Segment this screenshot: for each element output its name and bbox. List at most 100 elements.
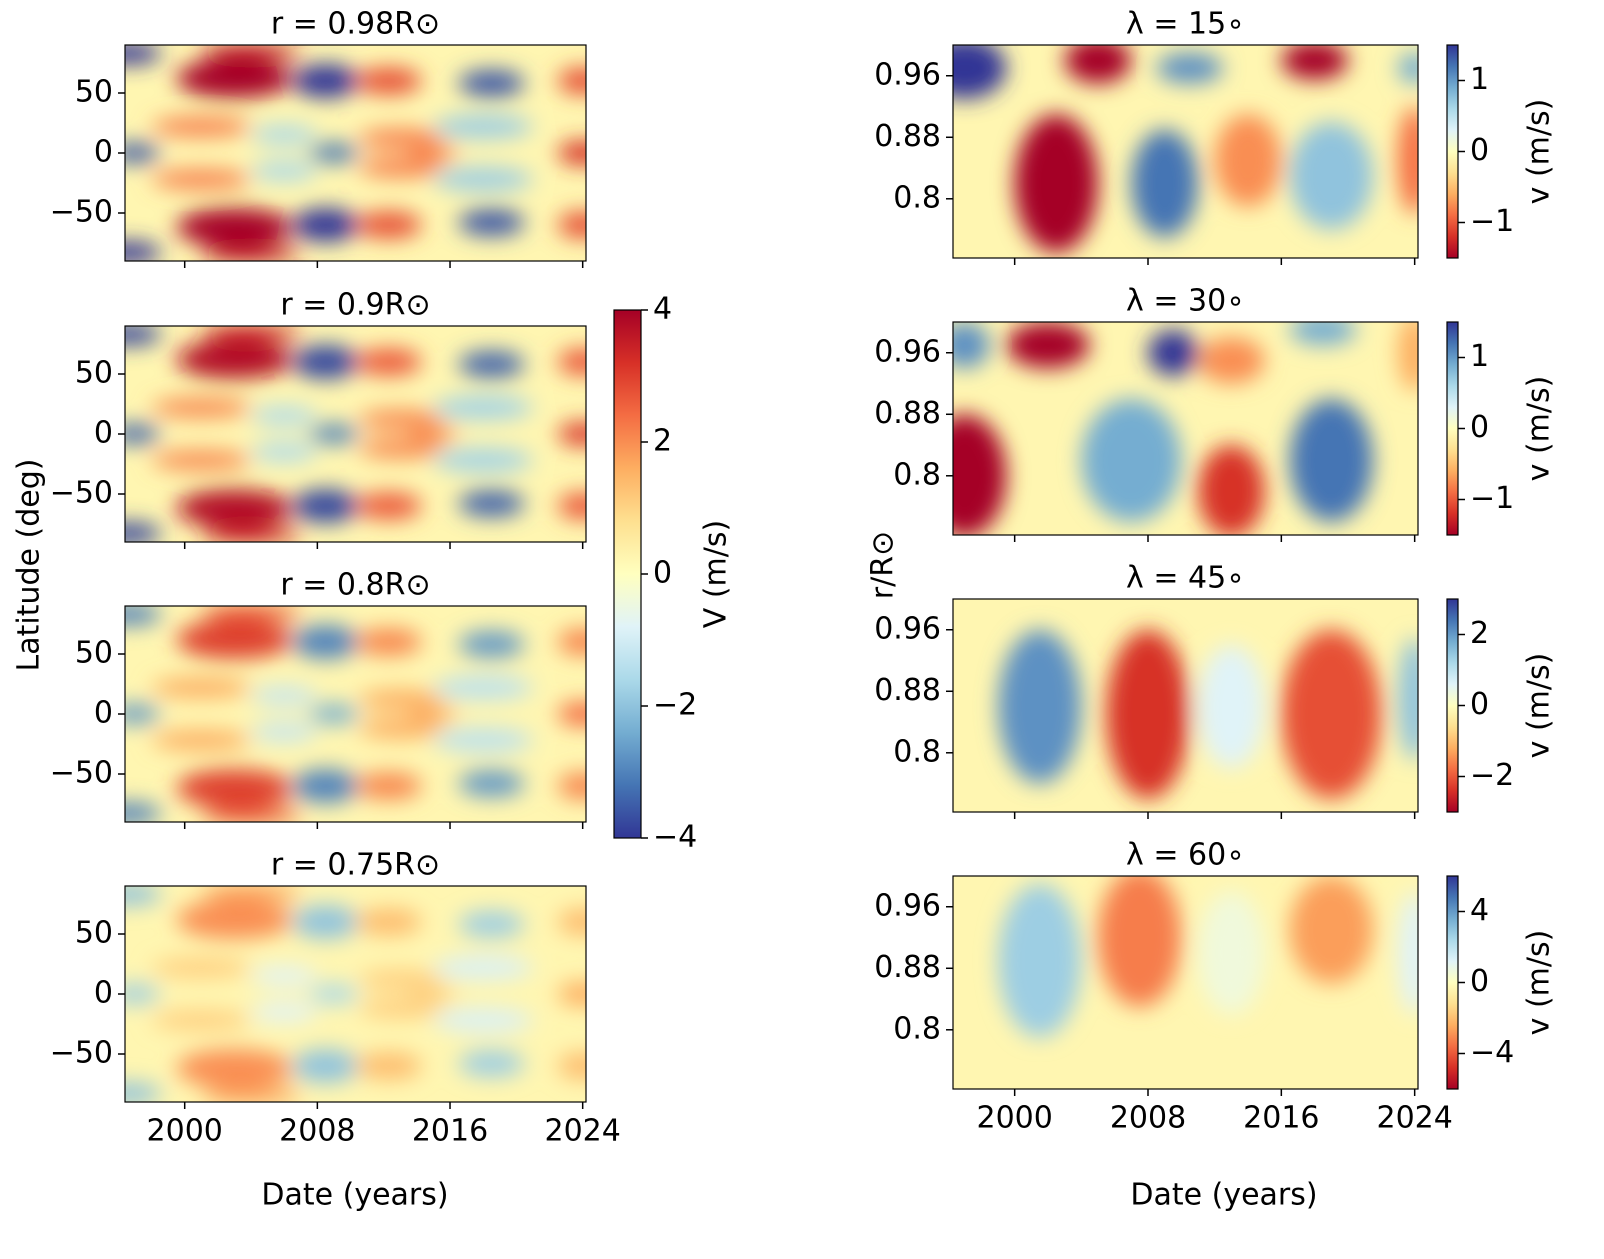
heatmap-field [125, 45, 586, 261]
chart-title: λ = 15∘ [1126, 7, 1245, 42]
y-tick-label: 0.8 [893, 180, 941, 215]
heatmap-field [953, 322, 1418, 535]
field-blobs [125, 886, 586, 1102]
field-blob [953, 45, 1007, 99]
y-tick-label: 0 [94, 976, 113, 1011]
chart-title: λ = 60∘ [1126, 838, 1245, 873]
chart-title: λ = 30∘ [1126, 284, 1245, 319]
field-blob [151, 398, 252, 418]
field-blob [1289, 121, 1374, 230]
colorbar-tick-label: −1 [1470, 481, 1514, 516]
field-blob [1398, 637, 1418, 761]
x-tick-label: 2000 [976, 1101, 1052, 1136]
colorbar-tick-label: −2 [653, 688, 697, 723]
field-blob [201, 45, 301, 61]
field-blob [201, 245, 301, 261]
field-blob [355, 1052, 422, 1080]
y-tick-label: 0.88 [874, 119, 941, 154]
field-blob [292, 208, 359, 242]
field-blob [1106, 629, 1190, 799]
field-blob [458, 770, 525, 797]
colorbar-tick-label: 1 [1470, 339, 1489, 374]
colorbar-tick-label: −4 [1470, 1035, 1514, 1070]
field-blob [292, 345, 359, 379]
field-blob [1148, 329, 1198, 376]
axes-frame [952, 598, 1419, 813]
field-blob [355, 211, 422, 239]
field-blob [358, 970, 442, 990]
y-tick-label: 50 [75, 916, 113, 951]
heatmap-field [953, 876, 1418, 1089]
chart-title: r = 0.98R⊙ [271, 7, 440, 42]
field-blob [1198, 445, 1265, 535]
field-blobs [125, 45, 586, 261]
colorbar-tick-label: 0 [1470, 687, 1489, 722]
x-tick-label: 2008 [1110, 1101, 1186, 1136]
field-blob [151, 678, 252, 698]
colorbar-tick-label: 0 [653, 556, 672, 591]
colorbar [614, 310, 641, 838]
field-blob [176, 208, 293, 247]
field-blob [355, 492, 422, 520]
field-blob [309, 424, 359, 444]
field-blobs [953, 322, 1418, 535]
field-blob [201, 326, 301, 342]
chart-title: λ = 45∘ [1126, 561, 1245, 596]
field-blob [176, 59, 293, 98]
field-blob [557, 982, 586, 1006]
field-blob [292, 489, 359, 523]
colorbar-tick-label: 0 [1470, 133, 1489, 168]
y-tick-label: −50 [50, 1036, 113, 1071]
y-tick-label: 0.8 [893, 1011, 941, 1046]
y-axis-label: r/R⊙ [866, 531, 901, 599]
colorbar [1447, 322, 1458, 535]
field-blob [151, 1010, 252, 1030]
field-blob [201, 526, 301, 542]
axes-frame [952, 875, 1419, 1090]
field-blob [176, 620, 293, 659]
y-tick-label: −50 [50, 195, 113, 230]
field-blob [201, 606, 301, 622]
field-blob [251, 125, 318, 145]
field-blob [458, 911, 525, 938]
field-blob [1131, 129, 1198, 238]
y-tick-label: 50 [75, 636, 113, 671]
field-blob [408, 144, 459, 162]
field-blob [358, 438, 442, 458]
field-blob [557, 492, 586, 520]
field-blob [151, 117, 252, 137]
field-blob [358, 410, 442, 430]
colorbar-tick-label: −1 [1470, 204, 1514, 239]
y-tick-label: 50 [75, 75, 113, 110]
field-blob [201, 886, 301, 902]
axes-frame [952, 44, 1419, 259]
field-blob [292, 625, 359, 659]
field-blob [1081, 398, 1182, 522]
field-blob [309, 704, 359, 724]
field-blob [557, 67, 586, 95]
x-tick-label: 2024 [1376, 1101, 1452, 1136]
field-blob [251, 722, 318, 742]
field-blob [309, 984, 359, 1004]
field-blob [458, 1050, 525, 1077]
field-blob [358, 998, 442, 1019]
field-blob [292, 64, 359, 98]
field-blob [309, 143, 359, 163]
colorbar-tick-label: 2 [653, 424, 672, 459]
field-blob [557, 772, 586, 800]
colorbar [1447, 876, 1458, 1089]
field-blob [1289, 322, 1357, 346]
y-tick-label: −50 [50, 476, 113, 511]
field-blob [557, 702, 586, 726]
field-blob [292, 769, 359, 803]
x-tick-label: 2008 [279, 1114, 355, 1149]
field-blob [292, 1049, 359, 1083]
field-blob [433, 1008, 533, 1033]
field-blob [355, 628, 422, 656]
x-axis-label: Date (years) [1130, 1178, 1317, 1213]
field-blob [433, 448, 533, 473]
heatmap-field [125, 886, 586, 1102]
y-tick-label: −50 [50, 756, 113, 791]
y-tick-label: 0.96 [874, 888, 941, 923]
